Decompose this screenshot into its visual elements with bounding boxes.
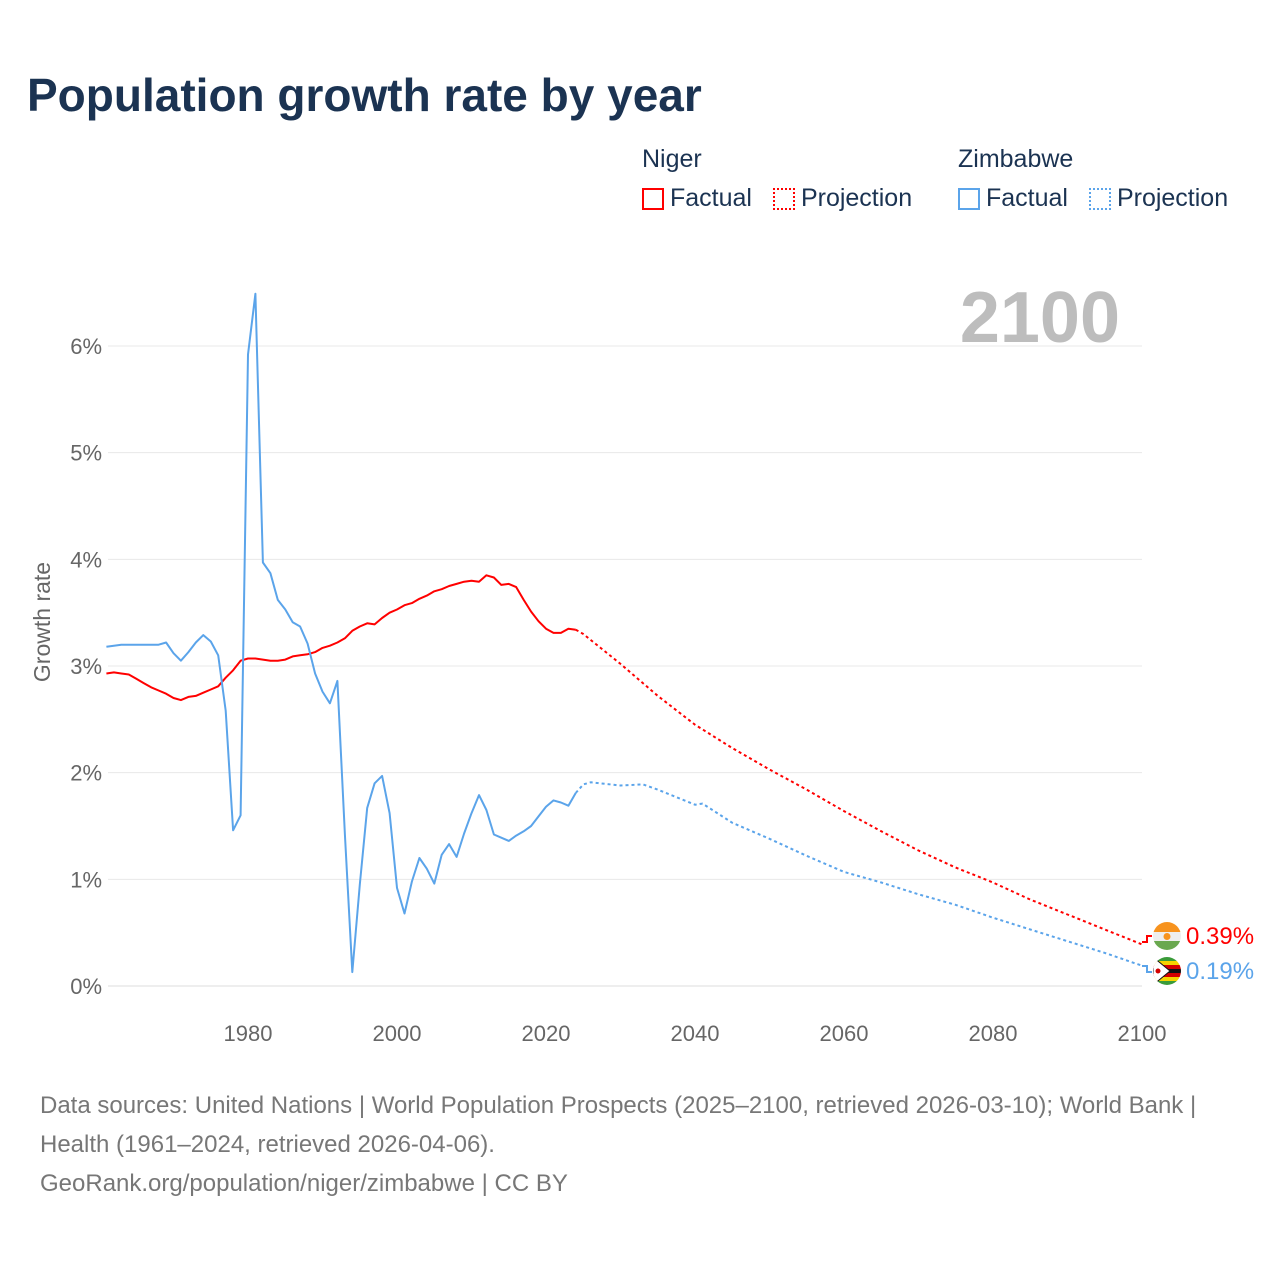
legend-group-name: Niger	[642, 145, 702, 173]
x-tick-label: 2020	[522, 1021, 571, 1046]
niger-factual-line[interactable]	[106, 574, 576, 702]
legend-niger: Niger Factual Projection	[642, 145, 926, 217]
legend-zimbabwe-factual[interactable]: Factual	[958, 184, 1068, 213]
footer: Data sources: United Nations | World Pop…	[40, 1086, 1240, 1203]
niger-end-connector	[1142, 935, 1152, 943]
x-tick-label: 2080	[969, 1021, 1018, 1046]
y-tick-label: 1%	[70, 867, 102, 892]
legend-group-name: Zimbabwe	[958, 145, 1074, 173]
legend-label: Factual	[670, 184, 752, 212]
zimbabwe-end-value: 0.19%	[1186, 958, 1254, 985]
zimbabwe-factual-line[interactable]	[106, 292, 577, 974]
dotted-swatch-icon	[1088, 187, 1111, 210]
x-tick-label: 2060	[820, 1021, 869, 1046]
x-tick-label: 2040	[671, 1021, 720, 1046]
dotted-swatch-icon	[772, 187, 795, 210]
niger-end-value: 0.39%	[1186, 923, 1254, 950]
year-watermark: 2100	[960, 278, 1120, 358]
y-tick-label: 0%	[70, 974, 102, 999]
x-tick-label: 2100	[1118, 1021, 1167, 1046]
legend-zimbabwe-projection[interactable]: Projection	[1088, 184, 1229, 213]
legend-label: Projection	[800, 184, 913, 212]
y-tick-label: 4%	[70, 547, 102, 572]
y-tick-label: 5%	[70, 441, 102, 466]
data-sources: Data sources: United Nations | World Pop…	[40, 1092, 1197, 1158]
niger-projection-line[interactable]	[575, 628, 1143, 946]
legend-niger-projection[interactable]: Projection	[772, 184, 913, 213]
legend-label: Projection	[1116, 184, 1229, 212]
legend-label: Factual	[986, 184, 1068, 212]
x-tick-label: 1980	[224, 1021, 273, 1046]
niger-flag-icon	[1153, 922, 1181, 950]
attribution-link[interactable]: GeoRank.org/population/niger/zimbabwe | …	[40, 1170, 568, 1197]
legend-niger-factual[interactable]: Factual	[642, 184, 752, 213]
chart-title: Population growth rate by year	[27, 69, 702, 121]
solid-swatch-icon	[958, 187, 980, 210]
x-tick-label: 2000	[373, 1021, 422, 1046]
y-axis-label: Growth rate	[29, 562, 55, 682]
zimbabwe-flag-icon	[1153, 957, 1181, 985]
y-tick-label: 3%	[70, 654, 102, 679]
y-tick-label: 6%	[70, 334, 102, 359]
y-tick-label: 2%	[70, 761, 102, 786]
zimbabwe-end-connector	[1142, 965, 1152, 973]
solid-swatch-icon	[642, 187, 664, 210]
zimbabwe-projection-line[interactable]	[575, 781, 1143, 967]
legend-zimbabwe: Zimbabwe Factual Projection	[958, 145, 1242, 217]
